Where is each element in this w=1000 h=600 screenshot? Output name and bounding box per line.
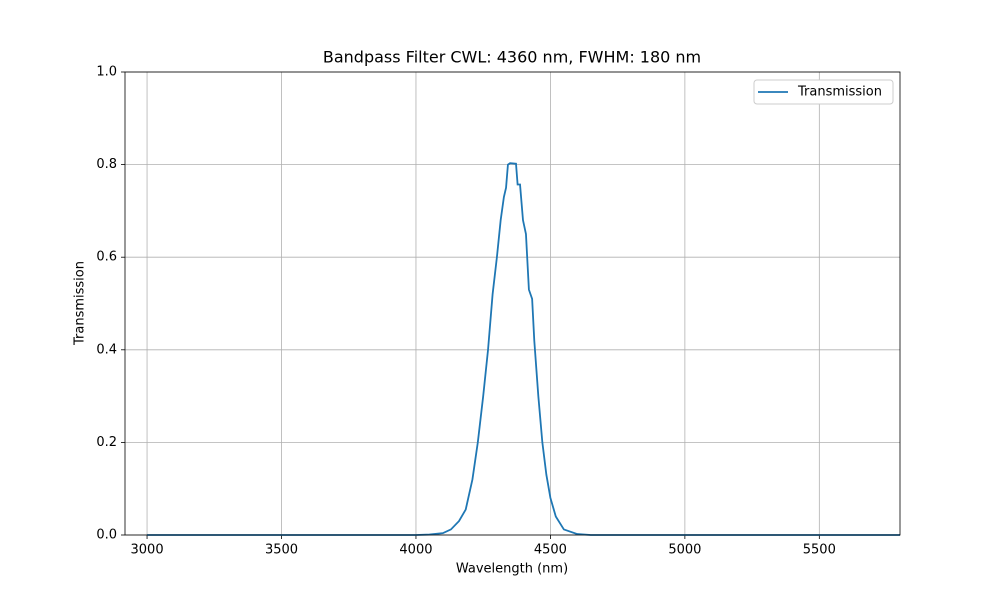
chart-title: Bandpass Filter CWL: 4360 nm, FWHM: 180 … (323, 48, 701, 67)
legend-label: Transmission (797, 85, 882, 100)
x-tick-label: 3000 (131, 543, 164, 558)
y-tick-label: 0.0 (96, 528, 117, 543)
y-tick-label: 0.4 (96, 342, 117, 357)
y-tick-label: 0.6 (96, 250, 117, 265)
x-tick-label: 4500 (534, 543, 567, 558)
y-axis-label: Transmission (73, 261, 88, 346)
x-tick-label: 3500 (265, 543, 298, 558)
x-tick-label: 5500 (803, 543, 836, 558)
y-tick-label: 0.8 (96, 157, 117, 172)
plot-frame (124, 71, 901, 536)
y-tick-label: 1.0 (96, 65, 117, 80)
x-tick-label: 5000 (668, 543, 701, 558)
x-tick-label: 4000 (399, 543, 432, 558)
legend-box (753, 79, 894, 105)
x-axis-label: Wavelength (nm) (456, 562, 568, 577)
y-tick-label: 0.2 (96, 435, 117, 450)
line-series (147, 162, 900, 536)
